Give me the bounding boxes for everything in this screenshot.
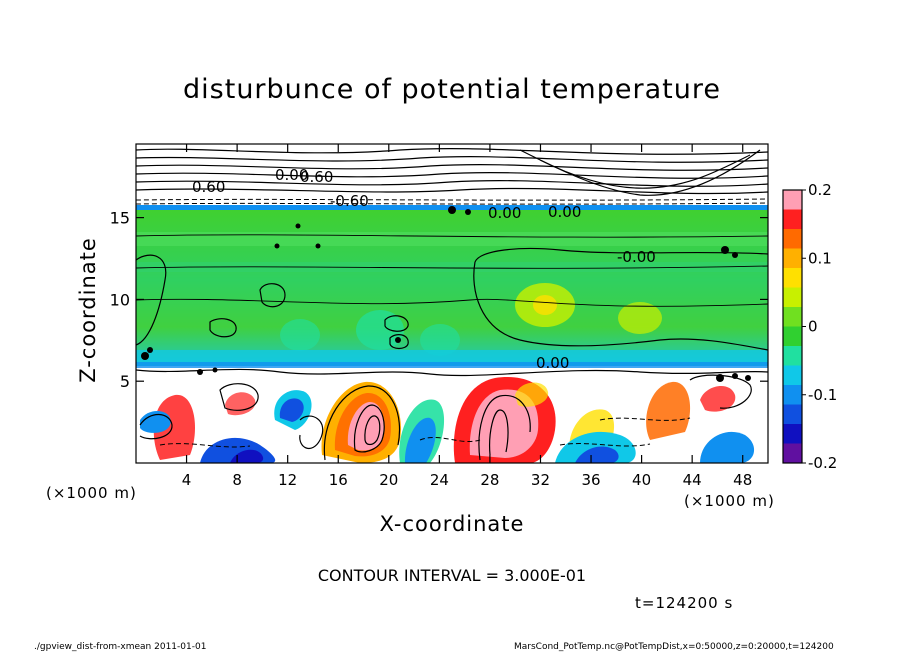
- colorbar-swatch: [783, 209, 802, 230]
- x-tick-label: 16: [329, 471, 348, 489]
- x-tick-label: 44: [683, 471, 702, 489]
- field-image: [136, 144, 768, 463]
- x-tick-label: 8: [232, 471, 242, 489]
- colorbar-tick-label: -0.1: [808, 386, 837, 404]
- x-tick-label: 4: [182, 471, 192, 489]
- contour-label: 0.00: [488, 204, 521, 222]
- contour-label: 0.60: [192, 178, 225, 196]
- colorbar-tick-label: -0.2: [808, 454, 837, 472]
- y-tick-label: 15: [110, 209, 130, 228]
- colorbar-swatch: [783, 346, 802, 366]
- colorbar-swatch: [783, 424, 802, 444]
- colorbar-tick-label: 0: [808, 318, 818, 336]
- x-tick-label: 48: [733, 471, 752, 489]
- x-axis: 4 8 12 16 20 24 28 32 36 40 44 48: [182, 144, 752, 489]
- contour-label: 0.00: [548, 203, 581, 221]
- x-tick-label: 32: [531, 471, 550, 489]
- x-axis-label: X-coordinate: [379, 512, 525, 536]
- time-label: t=124200 s: [635, 594, 734, 612]
- colorbar-swatch: [783, 404, 802, 425]
- colorbar-tick-label: 0.2: [808, 181, 832, 199]
- chart-title: disturbunce of potential temperature: [183, 74, 721, 105]
- colorbar-tick-label: 0.1: [808, 249, 832, 267]
- x-unit-left: (×1000 m): [46, 484, 137, 502]
- colorbar-swatch: [783, 326, 802, 347]
- y-tick-label: 5: [120, 372, 130, 391]
- y-tick-label: 10: [110, 290, 130, 309]
- colorbar-swatch: [783, 385, 802, 405]
- colorbar-swatch: [783, 287, 802, 308]
- colorbar-swatch: [783, 190, 802, 210]
- colorbar-swatch: [783, 229, 802, 249]
- colorbar: 0.2 0.1 0 -0.1 -0.2: [782, 181, 837, 472]
- colorbar-swatch: [783, 443, 802, 464]
- contour-label: 0.00: [275, 166, 308, 184]
- contour-interval: CONTOUR INTERVAL = 3.000E-01: [317, 566, 587, 585]
- x-tick-label: 20: [379, 471, 398, 489]
- contour-label: -0.60: [330, 192, 369, 210]
- contour-label: 0.60: [300, 168, 333, 186]
- contour-label: -0.00: [617, 248, 656, 266]
- footer-left: ./gpview_dist-from-xmean 2011-01-01: [34, 642, 207, 652]
- x-tick-label: 36: [581, 471, 600, 489]
- x-tick-label: 40: [632, 471, 651, 489]
- plot-frame: [135, 143, 769, 464]
- x-tick-label: 24: [430, 471, 449, 489]
- colorbar-swatch: [783, 365, 802, 386]
- colorbar-swatch: [783, 307, 802, 327]
- x-unit-right: (×1000 m): [684, 492, 775, 510]
- footer-right: MarsCond_PotTemp.nc@PotTempDist,x=0:5000…: [514, 642, 834, 652]
- colorbar-swatch: [783, 248, 802, 269]
- x-tick-label: 28: [480, 471, 499, 489]
- colorbar-swatch: [783, 268, 802, 288]
- x-tick-label: 12: [278, 471, 297, 489]
- contour-label: 0.00: [536, 354, 569, 372]
- y-axis: 5 10 15: [110, 209, 768, 391]
